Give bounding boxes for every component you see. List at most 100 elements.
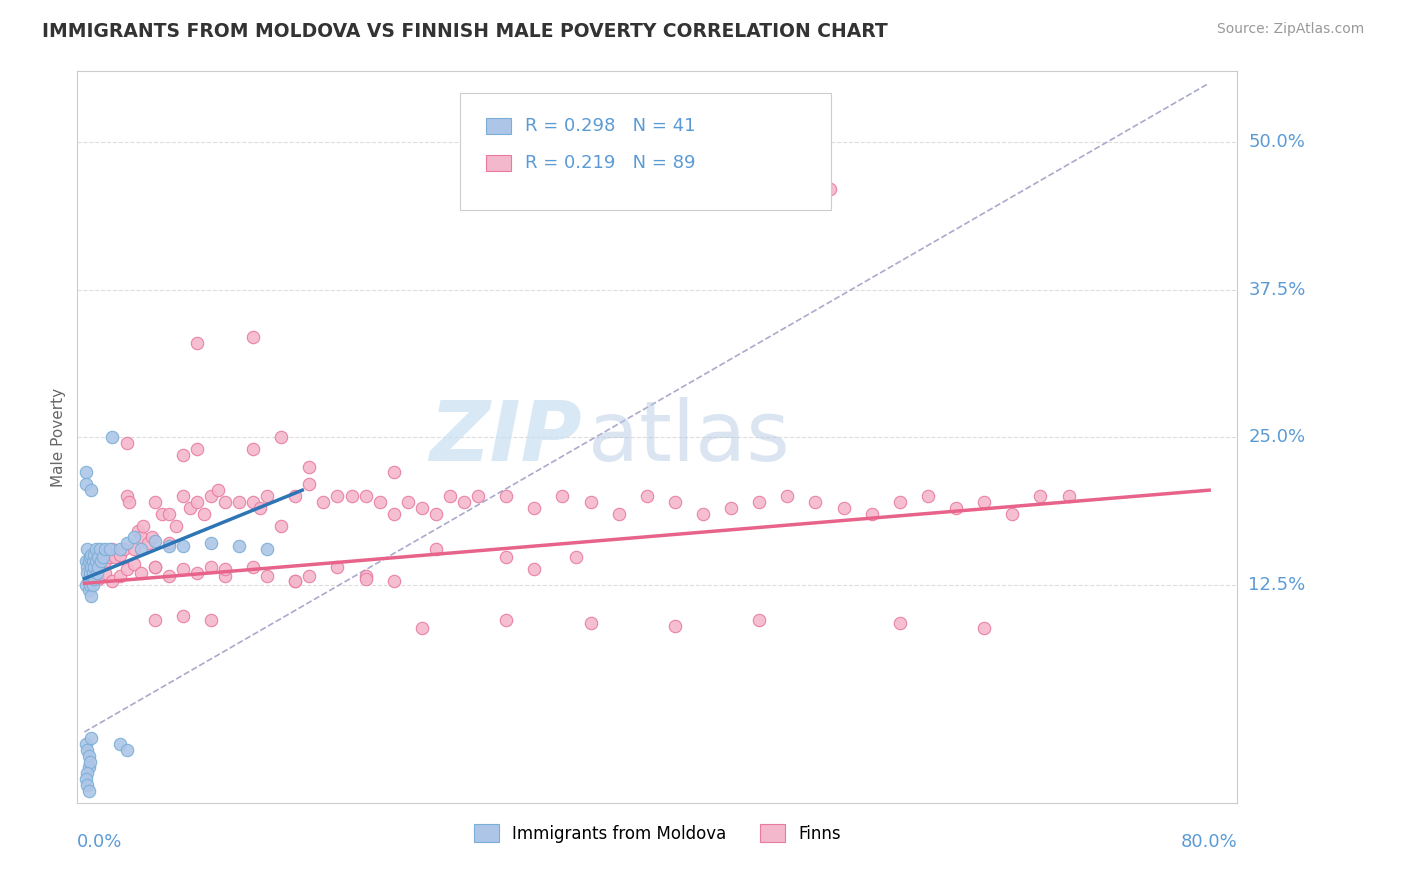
- Point: [115, 436, 138, 450]
- Point: [83, 559, 105, 574]
- Point: [143, 559, 166, 574]
- Point: [84, 554, 107, 568]
- Point: [101, 542, 124, 557]
- Point: [664, 619, 686, 633]
- Point: [90, 550, 112, 565]
- Text: 0.0%: 0.0%: [77, 833, 122, 851]
- Point: [411, 500, 433, 515]
- Point: [748, 495, 770, 509]
- Point: [80, 548, 103, 562]
- Point: [382, 466, 405, 480]
- Point: [80, 550, 103, 565]
- Point: [973, 495, 995, 509]
- Point: [748, 613, 770, 627]
- Point: [118, 495, 141, 509]
- Point: [172, 562, 194, 576]
- Point: [157, 569, 180, 583]
- Point: [284, 574, 307, 588]
- Text: IMMIGRANTS FROM MOLDOVA VS FINNISH MALE POVERTY CORRELATION CHART: IMMIGRANTS FROM MOLDOVA VS FINNISH MALE …: [42, 22, 889, 41]
- FancyBboxPatch shape: [460, 94, 831, 211]
- Point: [98, 550, 121, 565]
- Point: [396, 495, 419, 509]
- Text: ZIP: ZIP: [429, 397, 582, 477]
- Point: [298, 569, 321, 583]
- Point: [382, 507, 405, 521]
- Point: [818, 182, 841, 196]
- Point: [94, 542, 117, 557]
- Point: [108, 737, 131, 751]
- Point: [77, 784, 100, 798]
- Point: [453, 495, 475, 509]
- Point: [1001, 507, 1024, 521]
- Point: [90, 554, 112, 568]
- Point: [76, 566, 98, 580]
- Point: [157, 539, 180, 553]
- Text: atlas: atlas: [588, 397, 789, 477]
- Point: [1057, 489, 1080, 503]
- Point: [127, 524, 149, 539]
- Point: [495, 550, 517, 565]
- Point: [76, 542, 98, 557]
- Point: [83, 548, 105, 562]
- Point: [122, 530, 145, 544]
- Point: [87, 572, 110, 586]
- Point: [122, 558, 145, 572]
- Point: [228, 539, 250, 553]
- Point: [77, 554, 100, 568]
- Point: [889, 616, 911, 631]
- Point: [136, 536, 159, 550]
- Point: [193, 507, 215, 521]
- Point: [242, 559, 264, 574]
- Point: [284, 489, 307, 503]
- Point: [84, 542, 107, 557]
- Point: [298, 459, 321, 474]
- Text: R = 0.298   N = 41: R = 0.298 N = 41: [524, 117, 696, 136]
- Point: [129, 542, 152, 557]
- Point: [1029, 489, 1052, 503]
- Point: [122, 542, 145, 557]
- Point: [87, 559, 110, 574]
- Point: [77, 760, 100, 774]
- Point: [77, 572, 100, 586]
- Text: R = 0.219   N = 89: R = 0.219 N = 89: [524, 153, 696, 172]
- Point: [79, 566, 101, 580]
- Point: [84, 554, 107, 568]
- Point: [270, 430, 292, 444]
- Point: [101, 430, 124, 444]
- Point: [340, 489, 363, 503]
- Text: 37.5%: 37.5%: [1249, 281, 1306, 299]
- Point: [467, 489, 489, 503]
- Point: [75, 466, 97, 480]
- Point: [207, 483, 229, 498]
- Point: [91, 550, 114, 565]
- Point: [284, 574, 307, 588]
- Point: [411, 621, 433, 635]
- Point: [76, 766, 98, 780]
- Point: [523, 562, 546, 576]
- Point: [76, 742, 98, 756]
- Point: [115, 742, 138, 756]
- Point: [354, 569, 377, 583]
- Point: [80, 559, 103, 574]
- Point: [94, 566, 117, 580]
- Point: [80, 483, 103, 498]
- Point: [256, 569, 278, 583]
- Point: [79, 550, 101, 565]
- Point: [186, 566, 208, 580]
- Point: [228, 495, 250, 509]
- Point: [115, 489, 138, 503]
- Point: [368, 495, 391, 509]
- Point: [636, 489, 658, 503]
- Point: [87, 558, 110, 572]
- Point: [776, 489, 799, 503]
- Point: [425, 542, 447, 557]
- Text: 12.5%: 12.5%: [1249, 575, 1306, 593]
- Point: [860, 507, 883, 521]
- Text: 25.0%: 25.0%: [1249, 428, 1306, 446]
- Point: [82, 566, 104, 580]
- Point: [86, 566, 108, 580]
- Point: [82, 554, 104, 568]
- Point: [115, 536, 138, 550]
- Point: [143, 533, 166, 548]
- Point: [80, 590, 103, 604]
